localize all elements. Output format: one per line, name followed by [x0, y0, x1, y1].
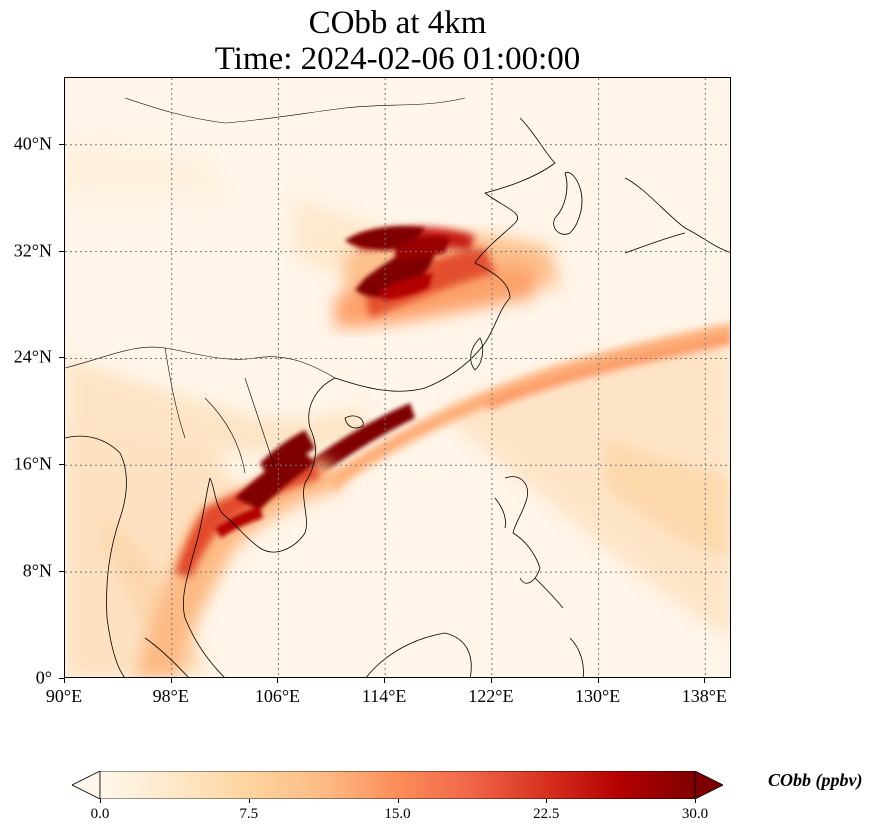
lat-tick-label: 24°N — [13, 346, 52, 367]
lon-tick-mark — [597, 678, 599, 683]
colorbar-min-extend — [72, 771, 101, 799]
coastlines — [65, 97, 730, 677]
concentration-field — [65, 78, 730, 677]
colorbar-tick-mark — [546, 799, 548, 803]
lon-tick-mark — [277, 678, 279, 683]
lon-tick-mark — [490, 678, 492, 683]
colorbar-tick-label: 15.0 — [384, 806, 411, 822]
lon-tick-label: 98°E — [152, 686, 189, 706]
colorbar-max-extend — [694, 771, 723, 799]
colorbar-tick-label: 7.5 — [239, 806, 259, 822]
lat-tick-label: 16°N — [13, 453, 52, 474]
colorbar-tick-mark — [695, 799, 696, 803]
lon-tick-mark — [384, 678, 386, 683]
lon-tick-label: 130°E — [574, 686, 621, 706]
map-title: CObb at 4km — [308, 5, 487, 41]
colorbar-tick-label: 0.0 — [90, 806, 110, 822]
lon-tick-mark — [704, 678, 706, 683]
lat-tick-label: 32°N — [13, 240, 52, 261]
lat-tick-mark — [59, 464, 64, 466]
colorbar-tick-mark — [248, 799, 250, 803]
lat-tick-mark — [59, 250, 64, 252]
map-plot — [65, 78, 730, 677]
gridlines — [65, 78, 730, 677]
colorbar — [72, 771, 723, 799]
lon-tick-mark — [64, 678, 65, 683]
lat-tick-mark — [59, 571, 64, 573]
lon-tick-label: 114°E — [361, 686, 407, 706]
lat-tick-label: 8°N — [22, 560, 52, 581]
colorbar-tick-label: 30.0 — [681, 806, 709, 822]
colorbar-gradient — [100, 771, 695, 799]
map-panel — [64, 77, 731, 678]
lat-tick-label: 40°N — [13, 133, 52, 154]
map-subtitle-time: Time: 2024-02-06 01:00:00 — [214, 41, 581, 77]
colorbar-tick-mark — [100, 799, 101, 803]
lon-tick-label: 122°E — [468, 686, 514, 706]
lat-tick-mark — [59, 143, 64, 145]
colorbar-tick-label: 22.5 — [533, 806, 560, 822]
lon-tick-label: 106°E — [254, 686, 301, 706]
lon-tick-label: 138°E — [681, 686, 727, 706]
lat-tick-label: 0° — [35, 667, 52, 688]
lat-tick-mark — [59, 678, 64, 679]
lat-tick-mark — [59, 357, 64, 359]
lon-tick-mark — [170, 678, 172, 683]
lon-tick-label: 90°E — [45, 686, 83, 706]
colorbar-tick-mark — [397, 799, 399, 803]
colorbar-label: CObb (ppbv) — [768, 770, 863, 790]
